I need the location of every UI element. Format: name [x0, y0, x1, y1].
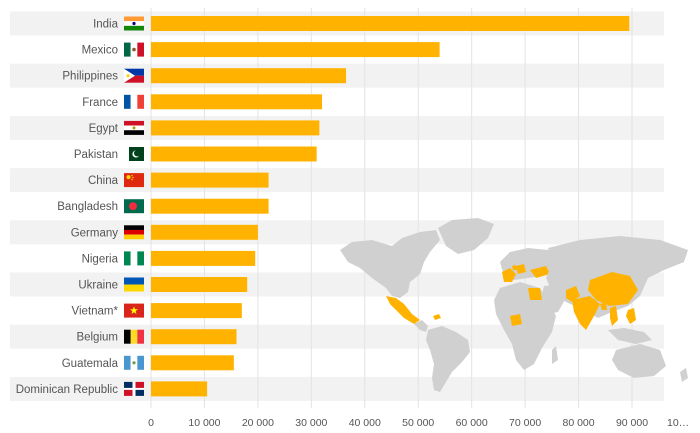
map-egypt — [528, 288, 542, 300]
category-label: Germany — [71, 227, 119, 239]
category-label: India — [93, 19, 119, 31]
flag-france-icon — [124, 94, 144, 109]
bar-guatemala — [151, 355, 234, 371]
flag-germany-icon — [124, 225, 144, 240]
flag-china-icon — [124, 173, 144, 188]
map-vietnam — [610, 306, 618, 326]
category-label: Pakistan — [74, 149, 118, 161]
category-label: Bangladesh — [57, 201, 118, 213]
bar-france — [151, 94, 323, 110]
flag-belgium-icon — [124, 329, 144, 344]
x-tick-label: 60 000 — [456, 417, 488, 429]
x-tick-label: 50 000 — [402, 417, 434, 429]
map-africa — [494, 282, 556, 370]
bar-dominican-republic — [151, 381, 208, 397]
map-australia — [612, 344, 666, 378]
category-label: Egypt — [89, 123, 119, 135]
map-germany — [516, 264, 526, 274]
bar-belgium — [151, 329, 237, 345]
category-label: Belgium — [76, 332, 118, 344]
flag-pakistan-icon — [124, 147, 144, 161]
bar-philippines — [151, 68, 347, 84]
category-label: Mexico — [82, 45, 118, 57]
map-southeast-asia — [608, 328, 652, 344]
map-pakistan — [566, 286, 580, 302]
bar-bangladesh — [151, 198, 269, 214]
row-band — [10, 324, 664, 349]
flags — [124, 16, 144, 396]
bar-vietnam — [151, 303, 242, 319]
map-nigeria — [510, 314, 522, 326]
map-ukraine — [530, 266, 550, 278]
x-tick-label: 10… — [667, 417, 689, 429]
bar-egypt — [151, 120, 320, 136]
map-india — [572, 296, 600, 330]
bar-ukraine — [151, 277, 248, 292]
map-new-zealand — [680, 368, 688, 382]
row-band — [10, 220, 664, 245]
x-tick-label: 0 — [148, 417, 154, 429]
category-labels: India Mexico Philippines France Egypt Pakista… — [16, 19, 119, 396]
flag-dominican-republic-icon — [124, 381, 144, 396]
x-tick-label: 10 000 — [188, 417, 220, 429]
map-madagascar — [552, 346, 558, 364]
bar-nigeria — [151, 250, 256, 266]
bar-india — [151, 16, 630, 31]
category-label: Vietnam* — [72, 306, 119, 318]
category-label: Nigeria — [82, 253, 119, 265]
x-tick-label: 80 000 — [562, 417, 594, 429]
bars — [151, 16, 630, 397]
map-bangladesh — [600, 302, 607, 310]
flag-philippines-icon — [124, 68, 144, 83]
flag-vietnam-icon — [124, 303, 144, 318]
map-china — [588, 272, 638, 306]
x-tick-label: 30 000 — [295, 417, 327, 429]
flag-ukraine-icon — [124, 277, 144, 292]
row-band — [10, 168, 664, 193]
bar-germany — [151, 224, 258, 240]
map-mexico — [386, 296, 420, 324]
category-label: Ukraine — [78, 280, 118, 292]
category-label: Guatemala — [62, 358, 119, 370]
x-tick-label: 20 000 — [242, 417, 274, 429]
flag-mexico-icon — [124, 42, 144, 57]
map-north-america — [340, 230, 440, 298]
map-france — [502, 268, 516, 282]
flag-egypt-icon — [124, 120, 144, 135]
flag-nigeria-icon — [124, 251, 144, 266]
world-map — [340, 218, 688, 392]
flag-bangladesh-icon — [124, 199, 144, 214]
category-label: France — [82, 97, 118, 109]
map-central-america — [414, 320, 428, 332]
map-belgium — [512, 265, 517, 270]
map-south-america — [426, 326, 470, 392]
x-tick-label: 90 000 — [616, 417, 648, 429]
map-dominican-republic — [433, 314, 441, 320]
row-band — [10, 376, 664, 401]
flag-guatemala-icon — [124, 355, 144, 370]
category-label: China — [88, 175, 119, 187]
map-philippines — [626, 308, 636, 324]
x-tick-label: 40 000 — [349, 417, 381, 429]
bar-pakistan — [151, 146, 317, 162]
category-label: Dominican Republic — [16, 384, 119, 396]
x-axis-ticks: 0 10 000 20 000 30 000 40 000 50 000 60 000 70 … — [148, 417, 689, 429]
category-label: Philippines — [62, 71, 118, 83]
flag-india-icon — [124, 16, 144, 31]
bar-mexico — [151, 42, 440, 58]
map-greenland — [438, 218, 494, 254]
x-tick-label: 70 000 — [509, 417, 541, 429]
bar-china — [151, 172, 269, 188]
